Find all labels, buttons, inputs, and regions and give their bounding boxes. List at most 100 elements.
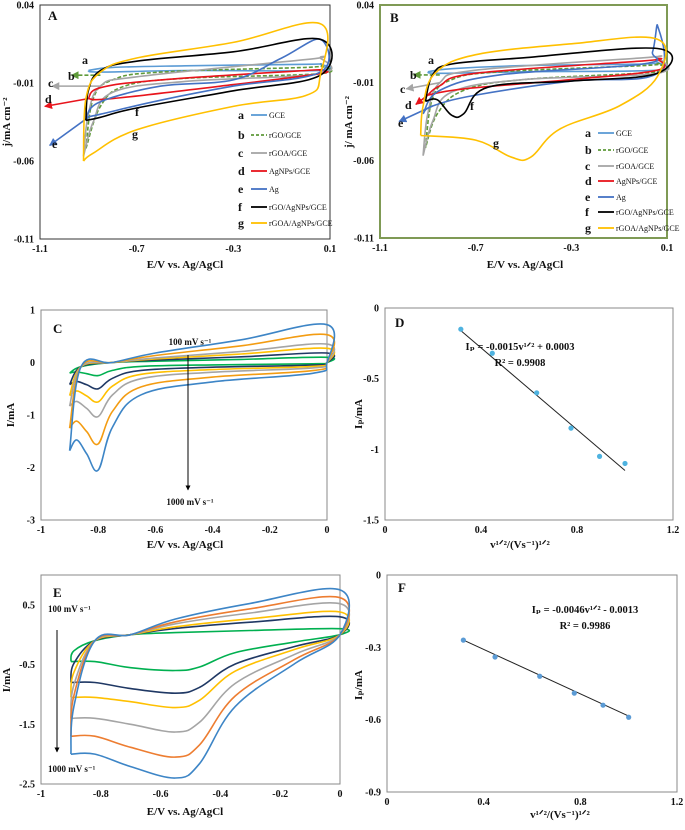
curve-label-b: b	[410, 68, 417, 82]
y-axis-label: j/ mA cm⁻²	[343, 95, 355, 149]
x-axis-label: v¹ᐟ²/(Vs⁻¹)¹ᐟ²	[530, 809, 590, 821]
panel-d: D 0 0.4 0.8 1.2 0 -0.5 -1 -1.5 v¹ᐟ²/(Vs⁻¹)¹ᐟ² Iₚ/m…	[353, 304, 679, 552]
curve-label-d: d	[405, 98, 412, 112]
x-tick-label: 0.8	[574, 797, 587, 808]
series-arrow-e	[398, 105, 433, 123]
y-tick-label: -1	[27, 411, 35, 422]
scan-rate-low-label: 100 mV s⁻¹	[169, 337, 212, 347]
x-tick-label: 0	[338, 789, 343, 800]
y-tick-label: -0.11	[14, 235, 34, 246]
y-tick-label: -0.5	[19, 660, 35, 671]
y-tick-label: -2	[27, 463, 35, 474]
x-tick-label: 0	[325, 525, 330, 536]
y-tick-label: -0.06	[353, 156, 374, 167]
y-tick-label: 0	[374, 304, 379, 315]
y-axis-label: Iₚ/mA	[353, 670, 365, 700]
legend-letter: d	[238, 164, 245, 178]
cv-curve-5	[68, 333, 336, 446]
legend-label: rGO/GCE	[269, 131, 302, 140]
x-tick-label: -0.8	[93, 789, 109, 800]
plot-area	[40, 574, 341, 785]
series-arrow-e	[49, 116, 89, 147]
data-point	[600, 702, 606, 708]
x-tick-label: -0.4	[205, 525, 221, 536]
x-tick-label: -0.4	[212, 789, 228, 800]
plot-area	[379, 4, 668, 239]
y-axis-label: I/mA	[1, 668, 13, 693]
y-tick-label: 0	[30, 358, 35, 369]
plot-area	[386, 574, 678, 793]
regression-equation: Iₚ = -0.0015v¹ᐟ² + 0.0003	[465, 341, 574, 353]
panel-label: B	[390, 10, 399, 25]
y-tick-label: -1.5	[363, 516, 379, 527]
panel-label: E	[53, 585, 62, 600]
y-tick-label: -2.5	[19, 780, 35, 791]
x-tick-label: -0.3	[563, 243, 579, 254]
data-point	[571, 690, 577, 696]
x-tick-label: -0.6	[153, 789, 169, 800]
y-tick-label: 0.04	[17, 1, 35, 12]
curve-label-e: e	[398, 116, 404, 130]
y-tick-label: -0.6	[365, 715, 381, 726]
data-point	[534, 390, 540, 396]
series-line-e	[422, 24, 666, 115]
plot-area	[40, 309, 328, 521]
y-axis-label: I/mA	[5, 403, 17, 428]
legend-label: GCE	[616, 129, 632, 138]
legend-letter: g	[238, 216, 244, 230]
y-tick-label: -1	[371, 445, 379, 456]
x-tick-label: -1	[37, 525, 45, 536]
x-axis-label: E/V vs. Ag/AgCl	[147, 806, 224, 818]
legend-letter: b	[585, 143, 592, 157]
y-tick-label: -0.3	[365, 643, 381, 654]
curve-label-c: c	[400, 82, 406, 96]
series-line-a	[87, 62, 333, 73]
x-tick-label: -0.2	[272, 789, 288, 800]
data-point	[537, 673, 543, 679]
x-axis-label: E/V vs. Ag/AgCl	[147, 259, 224, 271]
panel-b: B -1.1 -0.7 -0.3 0.1 0.04 -0.01 -0.06 -0.11 E/V v…	[343, 1, 680, 272]
regression-equation: Iₚ = -0.0046v¹ᐟ² - 0.0013	[532, 604, 639, 616]
legend-label: rGOA/GCE	[269, 149, 307, 158]
y-tick-label: 0.5	[23, 600, 36, 611]
legend-letter: d	[585, 174, 592, 188]
data-point	[568, 425, 574, 431]
curve-label-a: a	[428, 53, 434, 67]
legend-label: AgNPs/GCE	[616, 177, 657, 186]
legend-label: AgNPs/GCE	[269, 167, 310, 176]
legend-label: rGO/AgNPs/GCE	[616, 208, 674, 217]
x-tick-label: 1.2	[667, 525, 680, 536]
x-tick-label: 0	[385, 797, 390, 808]
x-tick-label: -0.3	[225, 244, 241, 255]
panel-c: C -1 -0.8 -0.6 -0.4 -0.2 0 1 0 -1 -2 -3 E/V vs. Ag/A…	[5, 306, 336, 551]
scan-rate-low-label: 100 mV s⁻¹	[48, 604, 91, 614]
y-tick-label: 1	[30, 306, 35, 317]
data-point	[460, 637, 466, 643]
y-tick-label: -0.11	[354, 234, 374, 245]
curve-label-a: a	[82, 53, 88, 67]
data-point	[489, 350, 495, 356]
panel-a: A -1.1 -0.7 -0.3 0.1 0.04 -0.01 -0.06 -0.11 E/V v…	[1, 1, 336, 272]
x-tick-label: -1.1	[32, 244, 48, 255]
y-tick-label: -0.9	[365, 788, 381, 799]
curve-label-g: g	[493, 136, 499, 150]
series-arrow-d	[44, 97, 89, 110]
series-line-f	[85, 37, 333, 122]
legend-label: rGOA/GCE	[616, 162, 654, 171]
series-line-g	[82, 21, 329, 162]
cv-curve-4	[68, 342, 336, 418]
x-tick-label: -0.7	[468, 243, 484, 254]
x-axis-label: v¹ᐟ²/(Vs⁻¹)¹ᐟ²	[490, 539, 550, 551]
plot-area	[384, 307, 674, 521]
legend-label: Ag	[269, 185, 279, 194]
x-tick-label: -0.8	[90, 525, 106, 536]
x-tick-label: 0	[383, 525, 388, 536]
data-point	[596, 453, 603, 459]
panel-label: D	[395, 315, 404, 330]
series-line-c	[422, 55, 670, 156]
legend-letter: e	[238, 182, 244, 196]
legend-letter: c	[238, 146, 244, 160]
curve-label-e: e	[52, 137, 58, 151]
y-tick-label: -0.01	[353, 78, 374, 89]
